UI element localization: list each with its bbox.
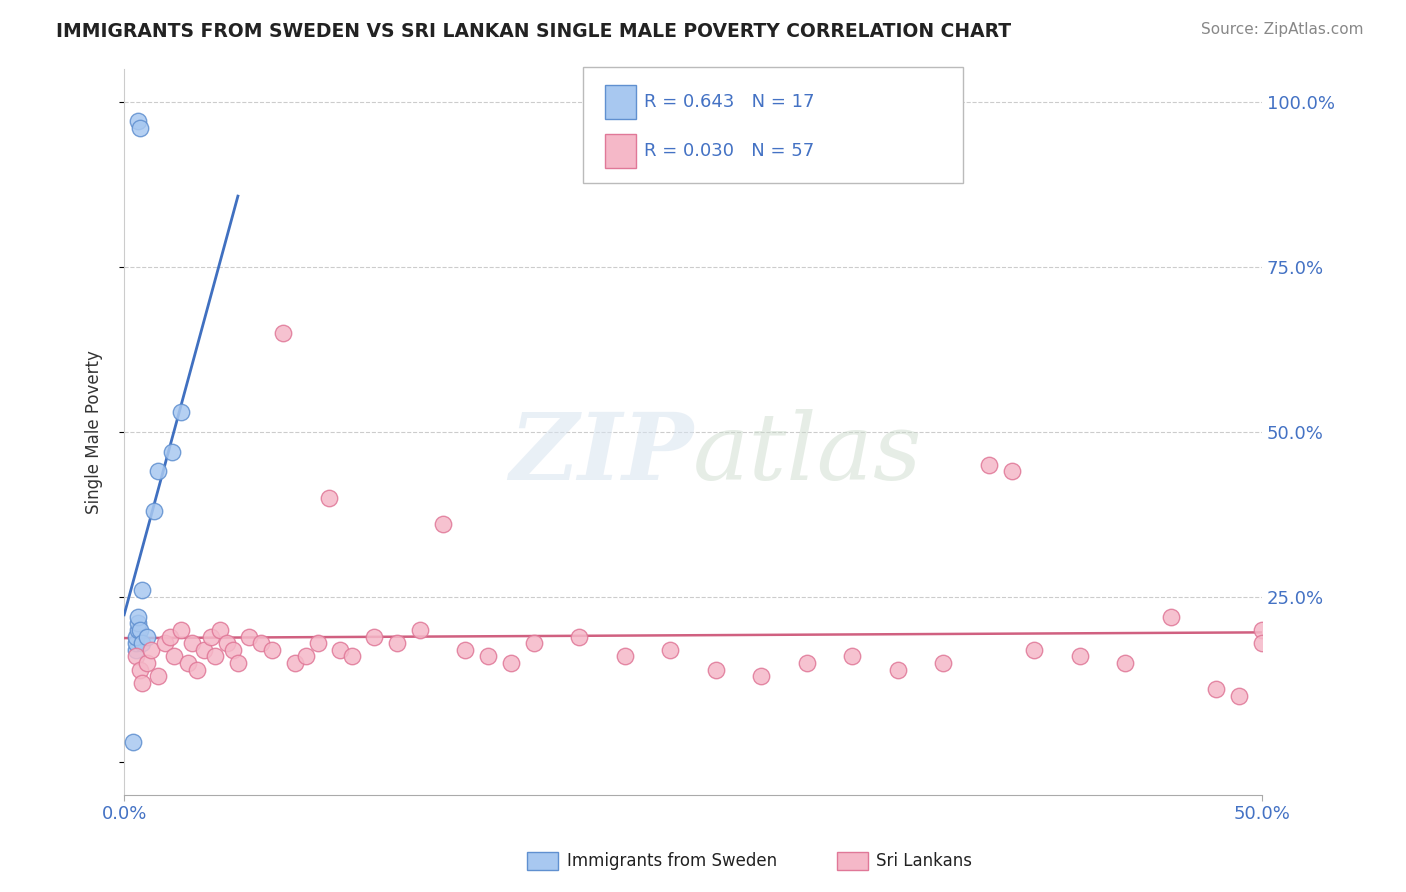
Point <box>181 636 204 650</box>
Point <box>122 735 145 749</box>
Text: ZIP: ZIP <box>509 409 693 499</box>
Point <box>127 114 149 128</box>
Text: Sri Lankans: Sri Lankans <box>876 852 972 870</box>
Point <box>1227 689 1250 703</box>
Point <box>887 663 910 677</box>
Point <box>249 636 271 650</box>
Point <box>127 609 149 624</box>
Point <box>1251 636 1274 650</box>
Point <box>238 630 260 644</box>
Point <box>295 649 318 664</box>
Point <box>477 649 499 664</box>
Point <box>704 663 727 677</box>
Point <box>200 630 222 644</box>
Point <box>363 630 385 644</box>
Point <box>131 583 153 598</box>
Point <box>163 649 186 664</box>
Point <box>131 636 153 650</box>
Point <box>432 517 454 532</box>
Point <box>153 636 176 650</box>
Point <box>148 669 170 683</box>
Point <box>135 656 157 670</box>
Point <box>141 642 163 657</box>
Point <box>409 623 432 637</box>
Point <box>284 656 307 670</box>
Point <box>568 630 591 644</box>
Point <box>318 491 340 505</box>
Point <box>1251 623 1274 637</box>
Point <box>796 656 818 670</box>
Text: R = 0.643   N = 17: R = 0.643 N = 17 <box>644 93 814 111</box>
Point <box>204 649 226 664</box>
Point <box>613 649 636 664</box>
Point <box>131 675 153 690</box>
Text: Source: ZipAtlas.com: Source: ZipAtlas.com <box>1201 22 1364 37</box>
Point <box>659 642 682 657</box>
Point <box>159 630 181 644</box>
Point <box>142 504 165 518</box>
Point <box>977 458 1000 472</box>
Text: IMMIGRANTS FROM SWEDEN VS SRI LANKAN SINGLE MALE POVERTY CORRELATION CHART: IMMIGRANTS FROM SWEDEN VS SRI LANKAN SIN… <box>56 22 1011 41</box>
Point <box>1160 609 1182 624</box>
Point <box>454 642 477 657</box>
Point <box>1024 642 1046 657</box>
Point <box>127 623 149 637</box>
Point <box>193 642 215 657</box>
Point <box>1114 656 1136 670</box>
Point <box>186 663 208 677</box>
Point <box>307 636 329 650</box>
Point <box>222 642 245 657</box>
Point <box>387 636 409 650</box>
Point <box>1205 682 1227 697</box>
Point <box>329 642 352 657</box>
Y-axis label: Single Male Poverty: Single Male Poverty <box>86 350 103 514</box>
Point <box>135 630 157 644</box>
Point <box>124 630 146 644</box>
Point <box>208 623 231 637</box>
Point <box>226 656 249 670</box>
Point <box>124 649 146 664</box>
Point <box>148 464 170 478</box>
Text: atlas: atlas <box>693 409 922 499</box>
Point <box>1069 649 1091 664</box>
Point <box>260 642 283 657</box>
Point <box>170 405 193 419</box>
Point <box>499 656 522 670</box>
Text: R = 0.030   N = 57: R = 0.030 N = 57 <box>644 142 814 160</box>
Point <box>129 120 152 135</box>
Point <box>124 642 146 657</box>
Point <box>124 636 146 650</box>
Point <box>215 636 238 650</box>
Point <box>273 326 295 340</box>
Point <box>932 656 955 670</box>
Text: Immigrants from Sweden: Immigrants from Sweden <box>567 852 776 870</box>
Point <box>160 444 183 458</box>
Point <box>340 649 363 664</box>
Point <box>177 656 200 670</box>
Point <box>749 669 772 683</box>
Point <box>1000 464 1022 478</box>
Point <box>127 616 149 631</box>
Point <box>523 636 546 650</box>
Point <box>129 623 152 637</box>
Point <box>129 663 152 677</box>
Point <box>841 649 863 664</box>
Point <box>170 623 193 637</box>
